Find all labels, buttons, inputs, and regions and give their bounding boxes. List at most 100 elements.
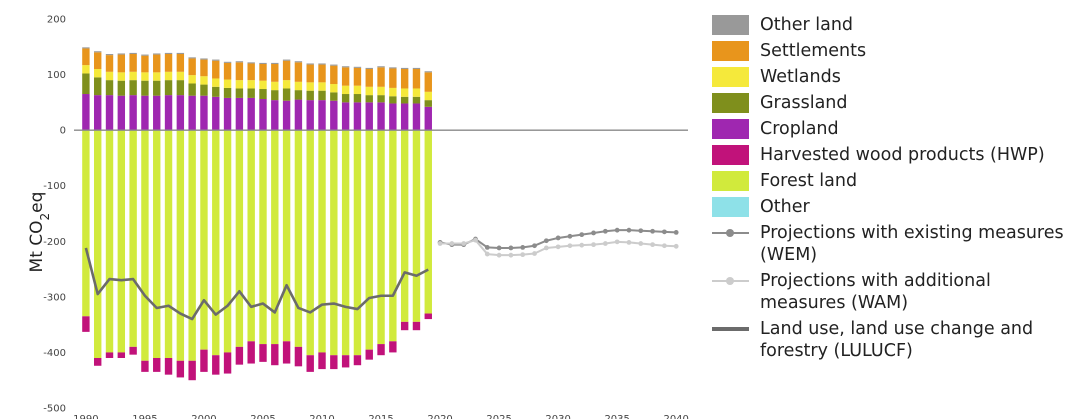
bar-wetlands-2008 — [294, 81, 303, 91]
bar-grassland-2018 — [412, 96, 421, 104]
bar-cropland-2015 — [377, 102, 385, 131]
bar-grassland-2010 — [318, 90, 326, 101]
bar-forest-land-1997 — [164, 130, 173, 358]
bar-wetlands-2018 — [412, 88, 421, 97]
bar-settlements-2019 — [424, 72, 432, 92]
point-projections-with-existing-measures-wem-2024 — [484, 245, 490, 250]
bar-harvested-wood-products-hwp-1997 — [164, 357, 173, 375]
point-projections-with-additional-measures-wam-2022 — [461, 241, 467, 246]
bar-grassland-2003 — [235, 88, 244, 98]
bar-wetlands-2006 — [271, 81, 279, 91]
bar-harvested-wood-products-hwp-2005 — [259, 344, 267, 362]
bar-cropland-1999 — [188, 95, 196, 131]
legend-label: Wetlands — [760, 67, 841, 87]
bar-forest-land-2014 — [365, 130, 373, 350]
bar-wetlands-2013 — [353, 85, 362, 95]
legend-swatch — [712, 67, 749, 87]
bar-cropland-2018 — [412, 103, 421, 131]
bar-forest-land-2007 — [282, 130, 291, 342]
bar-forest-land-2005 — [259, 130, 267, 345]
x-tick-label: 2025 — [486, 414, 511, 419]
legend-swatch — [712, 145, 749, 165]
bar-other-land-2012 — [341, 66, 350, 68]
bar-other-land-2003 — [235, 61, 244, 63]
bar-other-land-2019 — [424, 71, 432, 73]
bar-harvested-wood-products-hwp-2000 — [200, 349, 208, 372]
bar-cropland-2003 — [235, 97, 244, 131]
bar-grassland-1996 — [153, 80, 161, 96]
bar-settlements-2000 — [200, 59, 208, 77]
bar-other-land-1991 — [94, 51, 102, 53]
bar-grassland-2016 — [389, 96, 397, 104]
bar-settlements-1993 — [117, 54, 126, 73]
point-projections-with-existing-measures-wem-2037 — [638, 228, 644, 234]
bar-harvested-wood-products-hwp-1991 — [94, 357, 102, 366]
point-projections-with-existing-measures-wem-2028 — [532, 243, 537, 249]
legend-line-swatch — [712, 270, 749, 292]
legend-line-swatch — [712, 318, 749, 340]
bar-forest-land-1991 — [94, 130, 102, 358]
bar-wetlands-1999 — [188, 75, 196, 84]
bar-grassland-2006 — [271, 90, 279, 101]
line-land-use-land-use-change-and-forestry-lulucf — [84, 247, 429, 321]
y-tick-label: -100 — [43, 181, 66, 192]
point-projections-with-additional-measures-wam-2031 — [567, 243, 573, 249]
legend-label: Forest land — [760, 171, 858, 191]
bar-harvested-wood-products-hwp-1995 — [141, 360, 149, 372]
point-projections-with-additional-measures-wam-2037 — [638, 241, 644, 246]
point-projections-with-additional-measures-wam-2038 — [650, 242, 655, 248]
lines-layer — [84, 227, 679, 321]
bar-forest-land-1996 — [153, 130, 161, 358]
bar-forest-land-2011 — [330, 130, 338, 356]
bar-wetlands-2012 — [341, 85, 350, 95]
point-projections-with-existing-measures-wem-2029 — [543, 238, 549, 244]
bar-other-land-2017 — [400, 67, 409, 70]
point-projections-with-additional-measures-wam-2021 — [449, 241, 455, 246]
bar-wetlands-2015 — [377, 86, 385, 96]
point-projections-with-existing-measures-wem-2034 — [602, 228, 608, 234]
bar-cropland-2011 — [330, 100, 338, 131]
bar-grassland-1998 — [176, 80, 185, 96]
point-projections-with-existing-measures-wem-2040 — [673, 229, 679, 235]
bar-harvested-wood-products-hwp-2003 — [235, 346, 244, 365]
bar-forest-land-2004 — [247, 130, 255, 342]
bar-cropland-2016 — [389, 103, 397, 131]
point-projections-with-additional-measures-wam-2020 — [437, 241, 443, 246]
bar-wetlands-2000 — [200, 76, 208, 85]
bar-grassland-2019 — [424, 100, 432, 107]
bar-forest-land-2013 — [353, 130, 362, 356]
point-projections-with-existing-measures-wem-2039 — [661, 229, 667, 235]
legend-item-projections-with-additional-measures-wam: Projections with additional measures (WA… — [712, 270, 1079, 314]
legend-label: Other land — [760, 15, 854, 35]
bar-other-land-2011 — [330, 64, 338, 66]
bar-forest-land-2017 — [400, 130, 409, 322]
y-tick-label: 200 — [47, 15, 66, 26]
legend-label: Land use, land use change and forestry (… — [760, 319, 1034, 361]
bar-grassland-2002 — [223, 87, 232, 98]
bar-cropland-2010 — [318, 100, 326, 131]
bar-harvested-wood-products-hwp-2008 — [294, 346, 303, 367]
x-tick-label: 2010 — [309, 414, 334, 419]
bar-other-land-1998 — [176, 52, 185, 55]
bar-wetlands-2002 — [223, 79, 232, 88]
legend-swatch — [712, 119, 749, 139]
bar-settlements-2017 — [400, 69, 409, 89]
point-projections-with-additional-measures-wam-2036 — [626, 240, 632, 245]
legend-item-land-use-land-use-change-and-forestry-lulucf: Land use, land use change and forestry (… — [712, 318, 1079, 362]
bar-cropland-2012 — [341, 102, 350, 131]
y-ticks: 200 100 0 -100 -200 -300 -400 -500 — [43, 15, 66, 415]
bar-settlements-2014 — [365, 69, 373, 87]
bar-cropland-2001 — [212, 96, 220, 131]
bar-grassland-2017 — [400, 96, 409, 104]
bar-cropland-2002 — [223, 97, 232, 131]
legend-label: Other — [760, 197, 810, 217]
bar-wetlands-2005 — [259, 80, 267, 90]
bar-settlements-1997 — [164, 54, 173, 72]
bar-wetlands-2017 — [400, 88, 409, 97]
legend-swatch — [712, 171, 749, 191]
bar-forest-land-1995 — [141, 130, 149, 361]
bar-cropland-2014 — [365, 102, 373, 131]
bar-settlements-1999 — [188, 58, 196, 76]
point-projections-with-existing-measures-wem-2036 — [626, 227, 632, 233]
bar-harvested-wood-products-hwp-2007 — [282, 341, 291, 364]
